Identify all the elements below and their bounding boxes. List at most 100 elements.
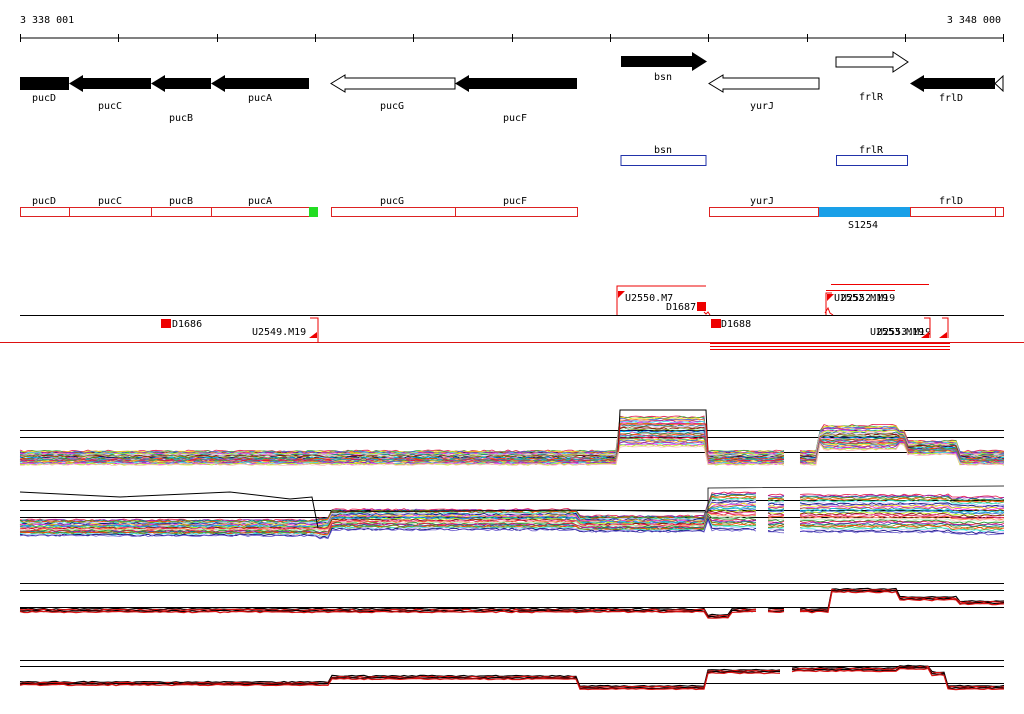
feature-D1688-label: D1688 <box>721 319 751 330</box>
expression-trace <box>19 439 785 464</box>
expression-trace <box>19 519 757 540</box>
expression-trace <box>799 590 1005 614</box>
feature-U2550-label: U2550.M7 <box>625 293 673 304</box>
terminator-D1687-icon[interactable] <box>697 302 706 311</box>
expression-trace <box>767 514 785 517</box>
expression-panel-3 <box>19 583 1005 619</box>
terminator-D1686-icon[interactable] <box>161 319 171 328</box>
promoter-U2552-tail <box>824 306 834 316</box>
expression-trace <box>791 665 1005 689</box>
expression-trace <box>19 669 781 689</box>
expression-trace <box>19 610 757 619</box>
operon-box-pucC[interactable] <box>69 207 152 217</box>
gene-frlD-arrow[interactable] <box>910 75 995 92</box>
operon-box-pucB[interactable] <box>151 207 212 217</box>
expression-trace <box>19 517 757 539</box>
gene-pucA-label: pucA <box>248 93 272 104</box>
promoter-U2552-flag-icon[interactable] <box>827 294 834 301</box>
tss-track: bsn frlR <box>620 145 908 166</box>
expression-trace <box>19 510 757 530</box>
operon-box-end[interactable] <box>995 207 1004 217</box>
terminator-D1688-icon[interactable] <box>711 319 721 328</box>
operon-box-yurJ[interactable] <box>709 207 819 217</box>
expression-trace <box>19 438 785 464</box>
gene-pucF-arrow[interactable] <box>455 75 577 92</box>
gene-pucC-arrow[interactable] <box>69 75 151 92</box>
promoter-U2549-flag-line <box>310 317 319 342</box>
gene-frlR-arrow[interactable] <box>835 51 909 73</box>
tss-frlR-box[interactable] <box>836 155 908 166</box>
expression-trace <box>799 515 1005 521</box>
gene-track: pucD pucC pucB pucA pucG pucF bsn yurJ f… <box>20 51 1004 124</box>
expression-trace <box>19 420 785 455</box>
gene-pucD-label: pucD <box>32 93 56 104</box>
expression-trace <box>799 512 1005 518</box>
gene-bsn-arrow[interactable] <box>621 52 707 71</box>
ruler-ticks <box>20 34 1004 42</box>
gene-pucA-arrow[interactable] <box>211 75 309 92</box>
ruler-end-label: 3 348 000 <box>947 15 1001 26</box>
promoter-U2550-flag-icon[interactable] <box>618 291 625 298</box>
gene-frlR-label: frlR <box>859 92 884 103</box>
expression-trace <box>799 510 1005 516</box>
expression-trace <box>799 511 1005 517</box>
expression-trace <box>799 437 1005 460</box>
tss-bsn-box[interactable] <box>620 155 707 166</box>
expression-trace <box>19 426 785 458</box>
expression-trace <box>799 502 1005 508</box>
gene-pucD-arrow[interactable] <box>20 77 69 90</box>
gene-yurJ-label: yurJ <box>750 101 774 112</box>
expression-trace <box>799 505 1005 511</box>
gene-bsn-label: bsn <box>654 72 672 83</box>
expression-trace <box>767 509 785 511</box>
expression-trace <box>767 524 785 527</box>
expression-trace <box>19 433 785 461</box>
gene-pucG-arrow[interactable] <box>330 74 456 93</box>
promoter-U2549-flag-icon[interactable] <box>309 332 317 338</box>
expression-trace <box>767 501 785 504</box>
feature-track: D1686 U2549.M19 U2550.M7 D1687 D1688 U25… <box>0 284 1024 350</box>
operon-green-marker[interactable] <box>309 207 318 217</box>
expression-trace <box>20 445 785 467</box>
operon-box-pucF[interactable] <box>455 207 578 217</box>
operon-pucB-label: pucB <box>169 196 193 207</box>
operon-box-pucD[interactable] <box>20 207 70 217</box>
expression-trace <box>19 668 781 688</box>
promoter-U2553-flag-icon-1[interactable] <box>921 332 929 338</box>
expression-trace <box>19 609 757 619</box>
expression-panel-1 <box>19 409 1005 467</box>
operon-pucA-label: pucA <box>248 196 272 207</box>
tss-frlR-label: frlR <box>859 145 884 156</box>
expression-trace <box>19 670 781 690</box>
segment-S1254-bar[interactable] <box>819 207 910 217</box>
tss-bsn-label: bsn <box>654 145 672 156</box>
expression-trace <box>767 498 785 501</box>
expression-trace <box>799 498 1005 504</box>
operon-box-pucG[interactable] <box>331 207 456 217</box>
expression-trace <box>800 518 1005 524</box>
gene-pucB-label: pucB <box>169 113 193 124</box>
expression-trace <box>799 528 1005 534</box>
expression-trace <box>799 500 1004 505</box>
gene-pucB-arrow[interactable] <box>151 75 211 92</box>
expression-trace <box>799 530 1005 536</box>
expression-trace <box>767 510 785 513</box>
gene-pucF-label: pucF <box>503 113 527 124</box>
feature-U2552-label: U2552.M19 <box>834 293 888 304</box>
gene-pucG-label: pucG <box>380 101 404 112</box>
expression-trace <box>19 671 781 691</box>
expression-trace <box>800 513 1005 519</box>
operon-box-pucA[interactable] <box>211 207 310 217</box>
promoter-U2554-flag-icon[interactable] <box>939 332 947 338</box>
gene-yurJ-arrow[interactable] <box>708 74 820 93</box>
expression-trace <box>767 494 785 498</box>
expression-trace <box>767 531 785 534</box>
expression-panel-4 <box>19 660 1005 691</box>
expression-trace <box>799 588 1005 612</box>
operon-box-frlD[interactable] <box>910 207 996 217</box>
expression-trace <box>767 528 785 532</box>
gene-pucC-label: pucC <box>98 101 122 112</box>
feature-U2553-label-shadow: U2553.M19 <box>877 327 931 338</box>
expression-trace <box>799 425 1005 454</box>
